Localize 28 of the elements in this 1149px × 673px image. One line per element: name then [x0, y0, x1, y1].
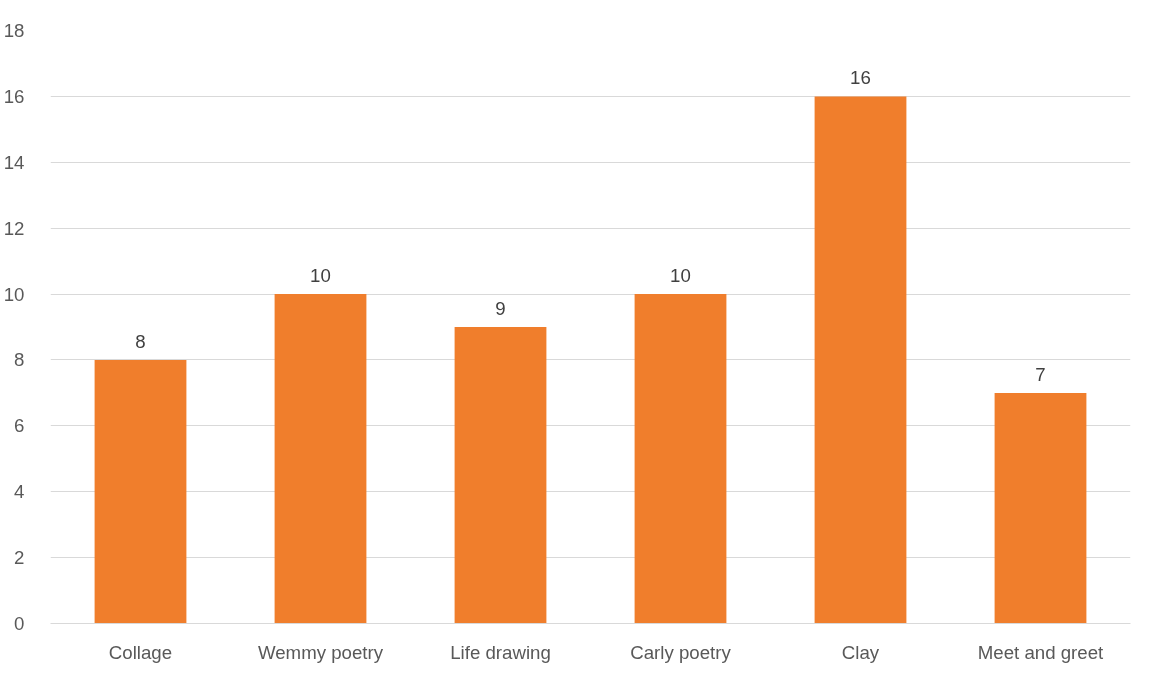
y-tick-label: 10	[3, 283, 25, 305]
bar	[634, 294, 727, 624]
y-tick-label: 6	[14, 415, 25, 437]
bar	[994, 392, 1087, 624]
bar	[274, 294, 367, 624]
data-label: 10	[310, 265, 331, 287]
y-tick-label: 12	[3, 217, 25, 239]
y-tick-label: 14	[3, 151, 25, 173]
x-tick-label: Clay	[841, 641, 880, 663]
y-tick-label: 8	[14, 349, 25, 371]
y-tick-label: 0	[14, 613, 25, 634]
y-tick-label: 4	[14, 481, 25, 503]
data-label: 9	[495, 298, 506, 319]
data-label: 16	[850, 67, 871, 89]
bar	[454, 327, 547, 624]
y-tick-label: 2	[14, 547, 25, 569]
data-label: 7	[1035, 363, 1046, 385]
x-tick-label: Collage	[108, 641, 173, 663]
y-tick-label: 18	[3, 20, 25, 41]
bar	[814, 96, 907, 624]
y-tick-label: 16	[3, 85, 25, 107]
bar	[94, 359, 187, 624]
x-tick-label: Life drawing	[450, 641, 551, 663]
data-label: 8	[135, 330, 146, 352]
x-tick-label: Carly poetry	[630, 641, 732, 663]
x-tick-label: Wemmy poetry	[257, 641, 384, 663]
x-tick-label: Meet and greet	[977, 641, 1105, 663]
data-label: 10	[670, 265, 691, 287]
